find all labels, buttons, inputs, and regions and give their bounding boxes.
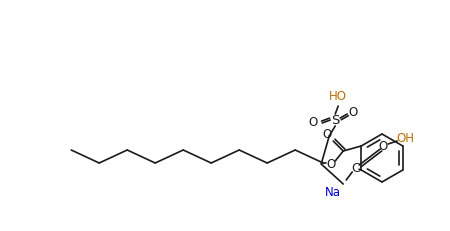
Text: Na: Na — [325, 185, 341, 198]
Text: HO: HO — [329, 89, 347, 103]
Text: C: C — [351, 161, 360, 174]
Text: S: S — [331, 113, 339, 127]
Text: O: O — [309, 116, 318, 130]
Text: O: O — [323, 128, 332, 142]
Text: OH: OH — [396, 131, 414, 145]
Text: O: O — [378, 140, 388, 152]
Text: O: O — [349, 106, 358, 119]
Text: O: O — [327, 158, 336, 171]
